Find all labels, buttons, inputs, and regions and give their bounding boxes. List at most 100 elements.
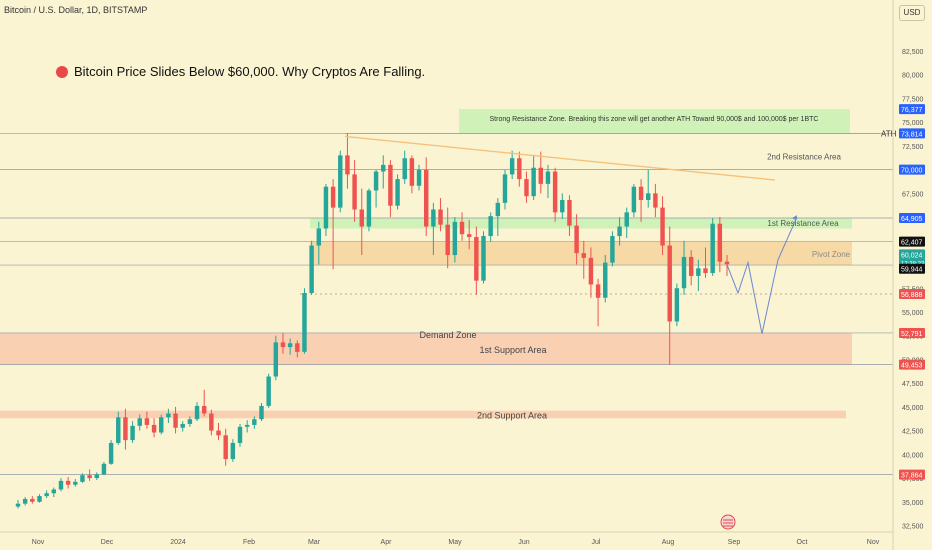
candle-body: [65, 480, 71, 485]
candle-body: [273, 342, 279, 377]
support-1-label: 1st Support Area: [479, 345, 546, 355]
candle-body: [108, 442, 114, 464]
symbol-title: Bitcoin / U.S. Dollar, 1D, BITSTAMP: [4, 5, 148, 15]
trendline: [344, 135, 776, 181]
price-tick: 67,500: [902, 191, 924, 198]
candle-body: [445, 224, 450, 256]
candle-body: [194, 405, 200, 420]
time-tick: 2024: [170, 539, 186, 546]
candle-body: [316, 228, 322, 246]
projection-arrow-icon: [792, 215, 797, 221]
price-tick: 45,000: [902, 405, 924, 412]
price-badge-text: 60,024: [901, 252, 923, 259]
candle-body: [381, 164, 386, 172]
candle-body: [431, 209, 436, 227]
candle-body: [481, 236, 486, 281]
candle-body: [180, 423, 185, 428]
zone-resistance_1: [310, 217, 852, 229]
price-badge: [899, 469, 925, 480]
candle-body: [409, 158, 415, 186]
time-tick: Mar: [308, 539, 321, 546]
price-badge: [899, 289, 925, 300]
headline-text: Bitcoin Price Slides Below $60,000. Why …: [74, 64, 426, 79]
red-dot-icon: [56, 65, 68, 78]
candle-body: [474, 237, 479, 281]
candle-body: [538, 167, 544, 184]
candle-body: [717, 223, 723, 262]
candle-body: [94, 474, 99, 479]
candle-body: [423, 169, 429, 227]
candle-body: [688, 256, 694, 276]
price-badge: [899, 236, 925, 247]
annotations-layer: Strong Resistance Zone. Breaking this zo…: [419, 116, 897, 530]
candle-body: [724, 261, 730, 265]
candle-body: [159, 417, 164, 433]
candle-body: [495, 202, 501, 217]
candle-body: [266, 376, 271, 406]
price-badge-text: 70,000: [901, 168, 923, 175]
price-badge-text: 37,864: [901, 473, 923, 480]
candle-body: [30, 498, 35, 502]
candle-body: [352, 174, 357, 210]
candle-body: [302, 292, 307, 352]
pivot-label: Pivot Zone: [812, 250, 851, 259]
candle-body: [151, 424, 157, 433]
candle-body: [545, 171, 551, 184]
candle-body: [244, 424, 250, 427]
price-tick: 47,500: [902, 381, 924, 388]
candle-body: [330, 186, 336, 208]
candle-body: [345, 155, 350, 175]
price-badge-text: 64,905: [901, 216, 923, 223]
price-badge: [899, 327, 925, 338]
candle-body: [502, 174, 508, 203]
price-badge: [899, 263, 925, 274]
candle-body: [653, 193, 658, 208]
price-tick: 77,500: [902, 96, 924, 103]
price-badge-text: 73,814: [901, 131, 923, 138]
candle-body: [667, 245, 672, 322]
zone-support_2: [0, 410, 846, 419]
candle-body: [560, 199, 565, 213]
event-flag-icon: [720, 514, 736, 530]
price-badge: [899, 104, 925, 115]
drawings-layer: [344, 135, 798, 334]
time-tick: Jun: [518, 539, 529, 546]
candle-body: [631, 186, 637, 213]
ath-label: ATH: [881, 129, 897, 138]
candle-body: [617, 226, 622, 237]
candle-body: [287, 343, 293, 348]
candle-body: [574, 225, 579, 254]
candle-body: [73, 481, 78, 485]
candle-body: [438, 209, 443, 225]
time-tick: Nov: [867, 539, 880, 546]
candle-body: [395, 179, 400, 206]
candle-body: [610, 236, 615, 263]
currency-button[interactable]: USD: [899, 5, 925, 21]
candle-body: [624, 212, 629, 227]
resistance-2-label: 2nd Resistance Area: [767, 152, 841, 161]
candle-body: [595, 284, 601, 298]
candle-body: [524, 179, 529, 197]
candle-body: [552, 171, 558, 213]
candle-body: [80, 475, 85, 482]
candle-body: [646, 193, 651, 200]
candle-body: [22, 498, 28, 504]
time-tick: Oct: [797, 539, 808, 546]
price-tick: 32,500: [902, 524, 924, 531]
candle-body: [703, 268, 708, 274]
price-badge-text: 59,944: [901, 267, 923, 274]
candle-body: [101, 463, 107, 475]
time-tick: Dec: [101, 539, 114, 546]
price-badge-text: 56,888: [901, 292, 923, 299]
candle-body: [130, 425, 135, 441]
projection-path: [726, 216, 798, 334]
candle-body: [252, 419, 257, 425]
candle-body: [87, 475, 92, 479]
candle-body: [280, 342, 286, 348]
candle-body: [603, 262, 608, 298]
time-tick: Apr: [381, 539, 393, 546]
time-tick: Sep: [728, 539, 741, 546]
candle-body: [216, 430, 221, 436]
